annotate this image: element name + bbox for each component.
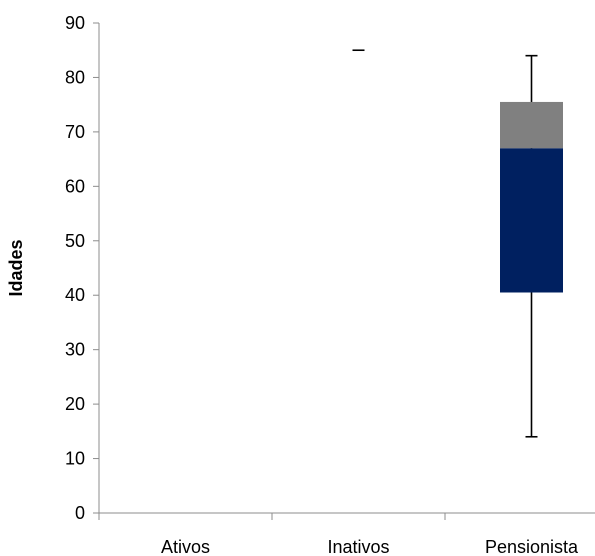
x-category-label: Ativos xyxy=(161,537,210,556)
box-series xyxy=(352,49,563,438)
y-tick-label: 10 xyxy=(65,449,85,469)
x-category-label: Pensionista xyxy=(485,537,579,556)
y-tick-label: 90 xyxy=(65,13,85,33)
x-category-label: Inativos xyxy=(327,537,389,556)
y-tick-label: 0 xyxy=(75,503,85,523)
box-lower-quartile xyxy=(500,148,563,293)
x-axis: Ativos Inativos Pensionista xyxy=(98,512,595,556)
y-tick-label: 60 xyxy=(65,176,85,196)
y-tick-label: 40 xyxy=(65,285,85,305)
y-tick-label: 30 xyxy=(65,340,85,360)
y-tick-label: 80 xyxy=(65,67,85,87)
y-tick-label: 70 xyxy=(65,122,85,142)
y-axis-title: Idades xyxy=(6,239,26,296)
y-tick-label: 50 xyxy=(65,231,85,251)
box-pensionista xyxy=(500,54,563,438)
y-axis-ticks: 0 10 20 30 40 50 60 70 80 90 xyxy=(65,13,100,523)
y-tick-label: 20 xyxy=(65,394,85,414)
box-upper-quartile xyxy=(500,101,563,149)
